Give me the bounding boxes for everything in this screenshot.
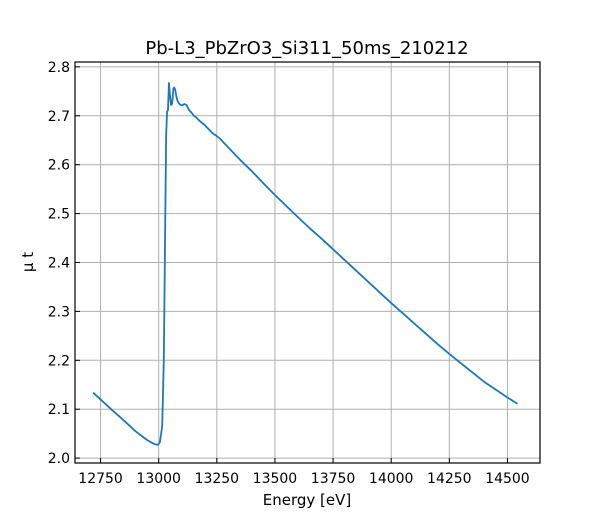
x-tick-label: 13750 [311,471,356,487]
x-tick-label: 12750 [78,471,123,487]
y-tick-label: 2.6 [48,158,70,174]
series-layer [92,82,518,446]
x-tick-label: 13500 [253,471,298,487]
tick-layer: 12750 13000 13250 13500 13750 14000 14250 14500… [48,60,530,487]
chart-title: Pb-L3_PbZrO3_Si311_50ms_210212 [145,38,468,59]
y-tick-label: 2.4 [48,256,70,272]
series-line [92,82,518,446]
grid-layer [75,62,540,463]
y-axis-label: μ t [19,252,37,272]
x-tick-label: 14250 [427,471,472,487]
y-tick-label: 2.1 [48,402,70,418]
y-tick-label: 2.2 [48,353,70,369]
x-tick-label: 13000 [136,471,181,487]
y-tick-label: 2.3 [48,304,70,320]
y-tick-label: 2.7 [48,109,70,125]
x-tick-label: 14500 [485,471,530,487]
y-tick-label: 2.8 [48,60,70,76]
x-tick-label: 14000 [369,471,414,487]
x-axis-label: Energy [eV] [263,491,351,509]
y-tick-label: 2.0 [48,451,70,467]
y-tick-label: 2.5 [48,207,70,223]
x-tick-label: 13250 [195,471,240,487]
